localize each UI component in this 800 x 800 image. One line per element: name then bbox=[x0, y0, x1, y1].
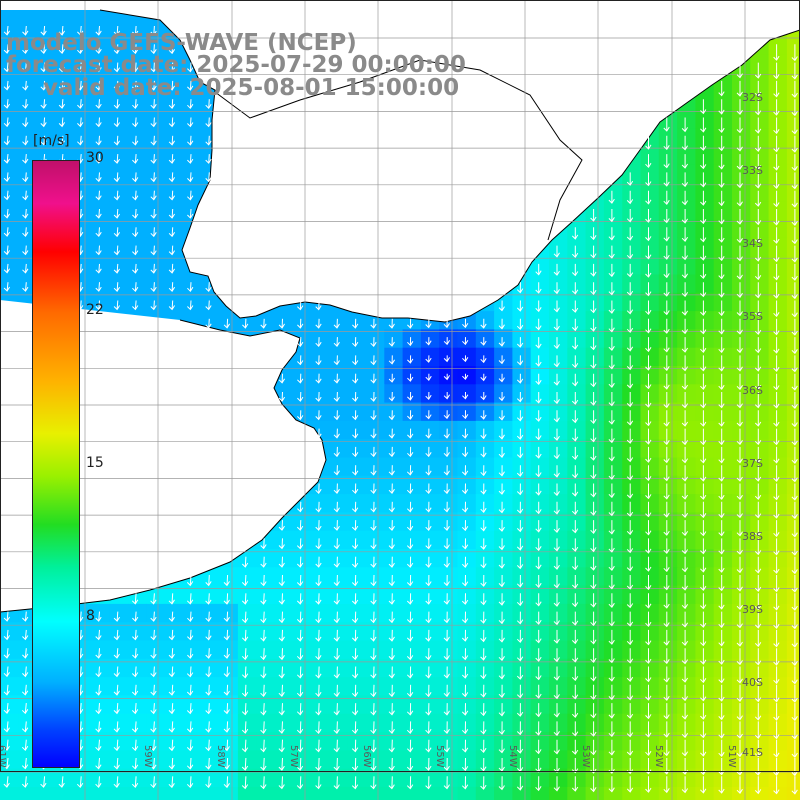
lon-label-54W: 54W bbox=[507, 745, 518, 768]
lat-label-38S: 38S bbox=[742, 530, 763, 543]
colorbar-tick-30: 30 bbox=[86, 150, 104, 166]
land-west bbox=[0, 300, 326, 612]
colorbar-tick-22: 22 bbox=[86, 302, 104, 318]
land-north bbox=[0, 0, 800, 322]
colorbar-unit-label: [m/s] bbox=[33, 133, 70, 149]
lon-label-61W: 61W bbox=[0, 745, 7, 768]
lat-label-32S: 32S bbox=[742, 91, 763, 104]
lat-label-36S: 36S bbox=[742, 384, 763, 397]
lon-label-56W: 56W bbox=[361, 745, 372, 768]
lat-label-33S: 33S bbox=[742, 164, 763, 177]
colorbar bbox=[32, 160, 80, 768]
lon-label-55W: 55W bbox=[434, 745, 445, 768]
coastline-west bbox=[0, 319, 327, 613]
border-line bbox=[214, 59, 583, 241]
lat-label-34S: 34S bbox=[742, 237, 763, 250]
model-title: modelo GEFS-WAVE (NCEP) bbox=[6, 30, 357, 56]
lat-label-35S: 35S bbox=[742, 310, 763, 323]
lon-label-53W: 53W bbox=[580, 745, 591, 768]
lat-label-40S: 40S bbox=[742, 676, 763, 689]
wind-arrows bbox=[3, 25, 798, 795]
colorbar-tick-15: 15 bbox=[86, 455, 104, 471]
lon-label-52W: 52W bbox=[653, 745, 664, 768]
lon-label-59W: 59W bbox=[142, 745, 153, 768]
forecast-date-label: forecast date: 2025-07-29 00:00:00 bbox=[6, 52, 466, 78]
lat-label-39S: 39S bbox=[742, 603, 763, 616]
valid-date-label: valid date: 2025-08-01 15:00:00 bbox=[43, 75, 460, 101]
colorbar-tick-8: 8 bbox=[86, 608, 95, 624]
coastline-north bbox=[99, 9, 800, 323]
lon-label-57W: 57W bbox=[288, 745, 299, 768]
lon-label-58W: 58W bbox=[215, 745, 226, 768]
lat-label-41S: 41S bbox=[742, 746, 763, 759]
lat-label-37S: 37S bbox=[742, 457, 763, 470]
lon-label-51W: 51W bbox=[726, 745, 737, 768]
